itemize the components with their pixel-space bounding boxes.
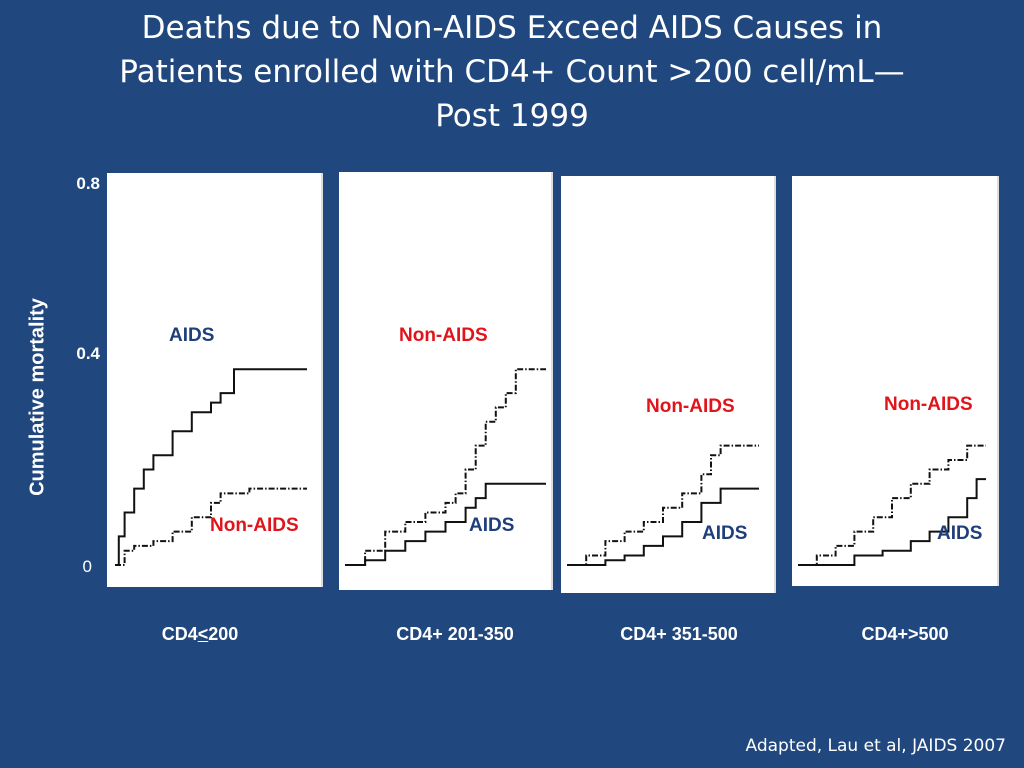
caption-symbol: < — [197, 624, 209, 644]
series-label-aids: AIDS — [169, 325, 215, 346]
title-line-1: Deaths due to Non-AIDS Exceed AIDS Cause… — [141, 10, 883, 46]
title-line-3: Post 1999 — [435, 98, 589, 134]
title-line-2: Patients enrolled with CD4+ Count >200 c… — [119, 54, 905, 90]
chart-panel-cd4-201-350 — [339, 172, 553, 590]
y-tick-0-8: 0.8 — [76, 174, 100, 193]
series-label-nonaids: Non-AIDS — [399, 325, 488, 346]
series-line-non-aids — [567, 444, 759, 566]
panel-caption-cd4-over-500: CD4+>500 — [861, 624, 949, 644]
caption-prefix: CD4 — [161, 624, 198, 644]
chart-panel-cd4-over-500 — [792, 176, 999, 586]
chart-panel-cd4-under-200 — [107, 173, 323, 587]
y-tick-0: 0 — [82, 557, 92, 576]
series-line-non-aids — [115, 487, 307, 566]
series-line-aids — [115, 368, 307, 566]
panel-caption-cd4-under-200: CD4<200 — [115, 624, 285, 645]
series-line-non-aids — [798, 444, 986, 566]
series-line-aids — [345, 482, 546, 566]
source-citation: Adapted, Lau et al, JAIDS 2007 — [745, 736, 1006, 756]
panel-plot — [345, 172, 553, 590]
panel-caption-cd4-201-350: CD4+ 201-350 — [396, 624, 514, 644]
series-label-nonaids: Non-AIDS — [884, 394, 973, 415]
series-line-aids — [567, 487, 759, 566]
panel-plot — [567, 176, 776, 593]
series-line-aids — [798, 478, 986, 566]
panel-plot — [798, 176, 999, 586]
caption-suffix: 200 — [208, 624, 239, 644]
chart-panel-cd4-351-500 — [561, 176, 776, 593]
series-label-nonaids: Non-AIDS — [210, 515, 299, 536]
slide-title: Deaths due to Non-AIDS Exceed AIDS Cause… — [0, 6, 1024, 138]
series-label-aids: AIDS — [469, 515, 515, 536]
y-tick-0-4: 0.4 — [76, 344, 100, 363]
series-label-aids: AIDS — [702, 523, 748, 544]
panel-plot — [115, 173, 323, 587]
y-axis-label: Cumulative mortality — [26, 298, 49, 496]
panel-caption-cd4-351-500: CD4+ 351-500 — [620, 624, 738, 644]
series-line-non-aids — [345, 368, 546, 566]
series-label-nonaids: Non-AIDS — [646, 396, 735, 417]
series-label-aids: AIDS — [937, 523, 983, 544]
